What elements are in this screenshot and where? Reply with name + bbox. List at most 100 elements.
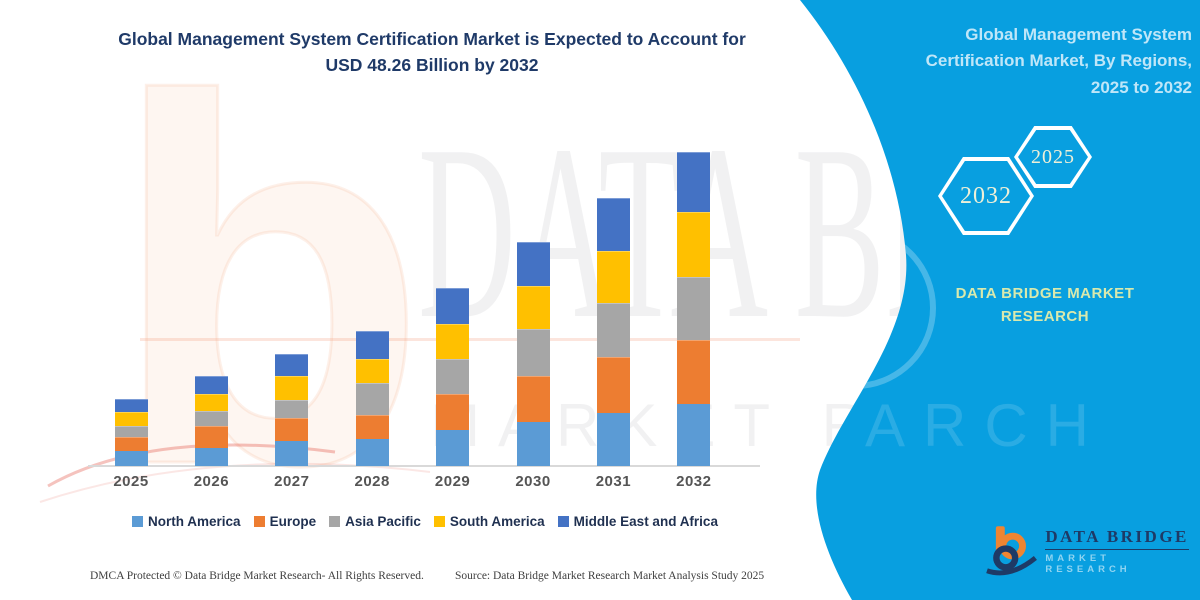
sidebar-heading: Global Management System Certification M… bbox=[852, 22, 1192, 101]
bar-2027 bbox=[275, 353, 309, 466]
bar-segment-north-america bbox=[194, 448, 228, 466]
bar-segment-south-america bbox=[355, 359, 389, 383]
legend-item-south-america: South America bbox=[433, 514, 545, 529]
watermark-text-row2-white: ARCH bbox=[865, 392, 1107, 459]
logo-subtitle: MARKET RESEARCH bbox=[1045, 553, 1131, 575]
bar-segment-north-america bbox=[436, 429, 470, 466]
hexagon-badge-2032-inner: 2032 bbox=[942, 161, 1030, 231]
bar-segment-south-america bbox=[275, 376, 309, 400]
x-axis-label-2026: 2026 bbox=[193, 473, 230, 490]
bar-2029 bbox=[436, 287, 470, 466]
legend: North America Europe Asia Pacific South Ame… bbox=[65, 514, 785, 529]
x-axis-label-2028: 2028 bbox=[354, 473, 390, 490]
bar-segment-south-america bbox=[596, 250, 630, 303]
watermark-b-icon: b bbox=[110, 0, 428, 573]
chart-title: Global Management System Certification M… bbox=[62, 26, 802, 79]
sidebar-heading-line3: 2025 to 2032 bbox=[1090, 77, 1192, 97]
bar-2032 bbox=[677, 152, 711, 466]
bar-segment-asia-pacific bbox=[355, 382, 389, 416]
bar-segment-europe bbox=[275, 417, 309, 442]
bar-segment-middle-east-and-africa bbox=[114, 399, 148, 413]
bar-segment-middle-east-and-africa bbox=[596, 197, 630, 251]
x-axis-label-2029: 2029 bbox=[434, 473, 471, 490]
data-bridge-b-icon bbox=[986, 526, 1037, 576]
bar-segment-asia-pacific bbox=[516, 328, 550, 376]
bar-segment-asia-pacific bbox=[596, 302, 630, 357]
bar-segment-north-america bbox=[275, 441, 309, 466]
bar-2030 bbox=[516, 241, 550, 466]
bar-segment-europe bbox=[677, 339, 711, 404]
bar-segment-europe bbox=[114, 437, 148, 452]
x-axis-label-2032: 2032 bbox=[676, 473, 712, 490]
x-axis-line bbox=[88, 465, 760, 467]
sidebar-brand-caption-line2: RESEARCH bbox=[1000, 308, 1090, 326]
bar-segment-middle-east-and-africa bbox=[516, 241, 550, 287]
bar-2028 bbox=[355, 330, 389, 466]
legend-swatch-icon bbox=[132, 516, 144, 527]
bar-segment-middle-east-and-africa bbox=[194, 375, 228, 394]
bar-segment-asia-pacific bbox=[677, 276, 711, 340]
sidebar-heading-line2: Certification Market, By Regions, bbox=[925, 51, 1192, 71]
bar-segment-middle-east-and-africa bbox=[436, 287, 470, 324]
legend-item-north-america: North America bbox=[132, 514, 241, 529]
x-axis-label-2030: 2030 bbox=[515, 473, 551, 490]
bar-segment-south-america bbox=[677, 211, 711, 277]
bar-segment-middle-east-and-africa bbox=[677, 152, 711, 212]
hexagon-badge-2025-inner: 2025 bbox=[1018, 130, 1088, 184]
legend-label: North America bbox=[148, 514, 241, 529]
dmca-notice: DMCA Protected © Data Bridge Market Rese… bbox=[90, 570, 424, 582]
chart-title-line2: USD 48.26 Billion by 2032 bbox=[325, 55, 539, 76]
legend-item-middle-east-and-africa: Middle East and Africa bbox=[557, 514, 718, 529]
source-note: Source: Data Bridge Market Research Mark… bbox=[455, 570, 765, 582]
legend-label: South America bbox=[449, 514, 545, 529]
bar-segment-south-america bbox=[516, 286, 550, 329]
bar-segment-europe bbox=[596, 356, 630, 413]
legend-swatch-icon bbox=[329, 516, 341, 527]
bar-2031 bbox=[596, 197, 630, 466]
bar-segment-north-america bbox=[516, 421, 550, 466]
bar-segment-europe bbox=[516, 375, 550, 422]
legend-item-europe: Europe bbox=[253, 514, 317, 529]
hexagon-year-label: 2032 bbox=[960, 182, 1012, 209]
x-axis-label-2031: 2031 bbox=[595, 473, 632, 490]
bar-segment-north-america bbox=[596, 412, 630, 466]
bar-segment-middle-east-and-africa bbox=[275, 353, 309, 377]
legend-swatch-icon bbox=[253, 516, 265, 527]
bar-2025 bbox=[114, 399, 148, 466]
x-axis-label-2027: 2027 bbox=[274, 473, 310, 490]
legend-label: Middle East and Africa bbox=[573, 514, 718, 529]
bar-segment-north-america bbox=[677, 403, 711, 466]
watermark-band bbox=[140, 338, 800, 341]
data-bridge-logo: DATA BRIDGE MARKET RESEARCH bbox=[986, 524, 1200, 578]
logo-name: DATA BRIDGE bbox=[1045, 527, 1189, 550]
sidebar-heading-line1: Global Management System bbox=[965, 25, 1192, 44]
bar-segment-europe bbox=[194, 426, 228, 449]
x-axis-label-2025: 2025 bbox=[113, 473, 149, 490]
bar-segment-asia-pacific bbox=[194, 411, 228, 427]
bar-segment-south-america bbox=[436, 323, 470, 359]
bar-segment-asia-pacific bbox=[114, 425, 148, 438]
sidebar-brand-caption-line1: DATA BRIDGE MARKET bbox=[955, 285, 1135, 302]
hexagon-year-label: 2025 bbox=[1031, 145, 1075, 168]
bar-segment-middle-east-and-africa bbox=[355, 330, 389, 360]
legend-swatch-icon bbox=[557, 516, 569, 527]
bar-segment-south-america bbox=[194, 393, 228, 412]
bar-segment-south-america bbox=[114, 412, 148, 426]
sidebar-panel bbox=[800, 0, 1200, 600]
chart-title-line1: Global Management System Certification M… bbox=[118, 29, 746, 49]
bar-segment-europe bbox=[355, 415, 389, 439]
bar-segment-europe bbox=[436, 393, 470, 430]
bar-segment-north-america bbox=[355, 438, 389, 466]
legend-item-asia-pacific: Asia Pacific bbox=[329, 514, 421, 529]
bar-2026 bbox=[194, 375, 228, 466]
legend-label: Europe bbox=[269, 514, 317, 529]
bar-segment-asia-pacific bbox=[436, 358, 470, 394]
legend-swatch-icon bbox=[433, 516, 445, 527]
legend-label: Asia Pacific bbox=[345, 514, 421, 529]
logo-wordmark: DATA BRIDGE MARKET RESEARCH bbox=[1045, 527, 1200, 575]
bar-segment-asia-pacific bbox=[275, 399, 309, 418]
bar-segment-north-america bbox=[114, 451, 148, 466]
sidebar-brand-caption: DATA BRIDGE MARKET RESEARCH bbox=[900, 282, 1190, 329]
